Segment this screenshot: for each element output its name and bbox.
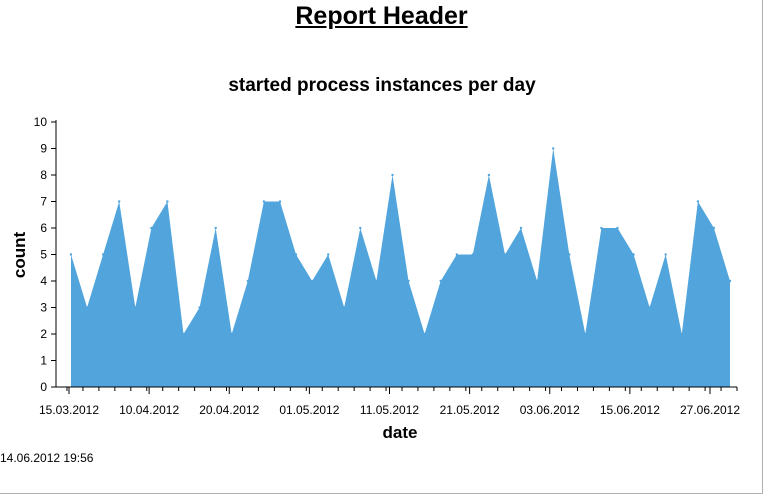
data-point <box>310 279 314 283</box>
y-tick-label: 2 <box>40 327 47 341</box>
x-axis-label: date <box>383 423 418 442</box>
data-point <box>294 253 298 256</box>
data-point <box>246 279 249 283</box>
chart-title: started process instances per day <box>228 75 536 96</box>
data-point <box>101 253 105 256</box>
x-tick-label: 03.06.2012 <box>520 403 580 417</box>
data-point <box>150 226 153 230</box>
x-tick-label: 21.05.2012 <box>440 403 500 417</box>
y-tick-label: 10 <box>34 115 48 129</box>
data-point <box>519 226 523 230</box>
data-point <box>166 200 169 203</box>
y-tick-label: 6 <box>40 221 47 235</box>
data-point <box>134 306 137 309</box>
x-tick-label: 01.05.2012 <box>279 403 339 417</box>
data-point <box>69 253 73 256</box>
x-tick-label: 10.04.2012 <box>119 403 179 417</box>
y-axis-label: count <box>10 232 29 279</box>
x-tick-label: 20.04.2012 <box>199 403 259 417</box>
y-tick-label: 5 <box>40 248 47 262</box>
data-point <box>664 253 667 256</box>
y-tick-label: 0 <box>40 380 47 394</box>
y-tick-label: 8 <box>40 168 47 182</box>
data-point <box>584 332 587 336</box>
data-point <box>214 226 217 230</box>
data-point <box>327 253 330 256</box>
x-tick-label: 27.06.2012 <box>680 403 740 417</box>
x-tick-label: 15.06.2012 <box>600 403 660 417</box>
data-point <box>680 332 683 336</box>
report-frame <box>0 0 763 494</box>
data-point <box>712 226 716 230</box>
data-point <box>552 147 555 150</box>
data-point <box>648 306 651 309</box>
data-point <box>696 200 700 203</box>
x-tick-label: 11.05.2012 <box>360 403 419 417</box>
data-point <box>85 306 89 309</box>
x-tick-label: 15.03.2012 <box>39 403 99 417</box>
data-point <box>487 173 491 177</box>
data-point <box>230 332 233 336</box>
data-point <box>600 226 603 230</box>
data-point <box>198 306 201 309</box>
data-point <box>375 279 378 283</box>
y-tick-label: 3 <box>40 301 47 315</box>
data-point <box>535 279 539 283</box>
data-point <box>278 200 282 203</box>
data-point <box>503 253 507 256</box>
data-point <box>439 279 442 283</box>
y-tick-label: 1 <box>40 354 47 368</box>
data-area <box>71 148 730 387</box>
data-point <box>423 332 426 336</box>
data-point <box>343 306 346 309</box>
data-point <box>455 253 458 256</box>
data-point <box>568 253 571 256</box>
data-point <box>118 200 121 203</box>
data-point <box>262 200 266 203</box>
y-tick-label: 9 <box>40 142 47 156</box>
data-point <box>391 173 394 177</box>
report-header: Report Header <box>295 2 468 30</box>
data-point <box>728 279 732 283</box>
data-point <box>471 253 474 256</box>
y-tick-label: 4 <box>40 274 47 288</box>
data-point <box>182 332 185 336</box>
y-tick-label: 7 <box>40 195 47 209</box>
report-timestamp: 14.06.2012 19:56 <box>0 451 94 465</box>
data-point <box>359 226 362 230</box>
data-point <box>632 253 635 256</box>
data-point <box>407 279 410 283</box>
data-point <box>616 226 619 230</box>
